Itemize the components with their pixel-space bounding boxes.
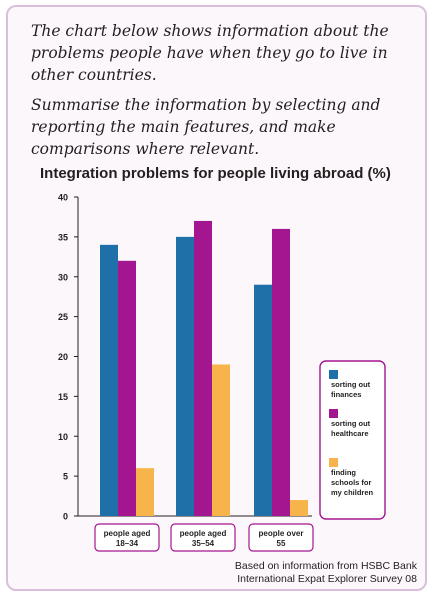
x-tick-label: people aged bbox=[104, 529, 151, 538]
legend-swatch bbox=[329, 370, 338, 379]
legend-label: finding bbox=[331, 468, 356, 477]
bar bbox=[100, 244, 118, 516]
x-tick-label: 35–54 bbox=[192, 539, 215, 548]
legend-swatch bbox=[329, 458, 338, 467]
source-line-2: International Expat Explorer Survey 08 bbox=[237, 573, 417, 585]
bar bbox=[212, 364, 230, 516]
prompt-paragraph-2: Summarise the information by selecting a… bbox=[31, 96, 381, 158]
category-label-box bbox=[170, 523, 236, 552]
bar bbox=[136, 468, 154, 516]
legend-label: sorting out bbox=[331, 380, 371, 389]
bar bbox=[176, 236, 194, 516]
legend-label: schools for bbox=[331, 478, 372, 487]
legend-label: healthcare bbox=[331, 429, 369, 438]
y-tick-label: 30 bbox=[58, 272, 68, 282]
source-note: Based on information from HSBC Bank Inte… bbox=[235, 560, 417, 586]
legend-label: my children bbox=[331, 488, 374, 497]
x-tick-label: 18–34 bbox=[116, 539, 139, 548]
y-tick-label: 25 bbox=[58, 312, 68, 322]
bar bbox=[118, 260, 136, 516]
prompt-paragraph-1: The chart below shows information about … bbox=[31, 22, 389, 84]
y-tick-label: 20 bbox=[58, 352, 68, 362]
y-tick-label: 10 bbox=[58, 432, 68, 442]
legend-swatch bbox=[329, 409, 338, 418]
category-label-box bbox=[94, 523, 160, 552]
y-tick-label: 35 bbox=[58, 232, 68, 242]
x-tick-label: 55 bbox=[277, 539, 286, 548]
chart-title: Integration problems for people living a… bbox=[40, 165, 391, 182]
x-tick-label: people aged bbox=[180, 529, 227, 538]
category-label-box bbox=[248, 523, 314, 552]
legend-label: sorting out bbox=[331, 419, 371, 428]
source-line-1: Based on information from HSBC Bank bbox=[234, 560, 417, 572]
bar bbox=[254, 284, 272, 516]
legend-label: finances bbox=[331, 390, 361, 399]
y-tick-label: 15 bbox=[58, 392, 68, 402]
bar bbox=[290, 500, 308, 516]
task-prompt: The chart below shows information about … bbox=[31, 20, 411, 168]
legend-box bbox=[319, 360, 386, 520]
bar bbox=[194, 220, 212, 517]
y-tick-label: 0 bbox=[63, 512, 68, 522]
bar bbox=[272, 228, 290, 516]
y-tick-label: 40 bbox=[58, 193, 68, 203]
x-tick-label: people over bbox=[259, 529, 304, 538]
y-tick-label: 5 bbox=[63, 472, 68, 482]
